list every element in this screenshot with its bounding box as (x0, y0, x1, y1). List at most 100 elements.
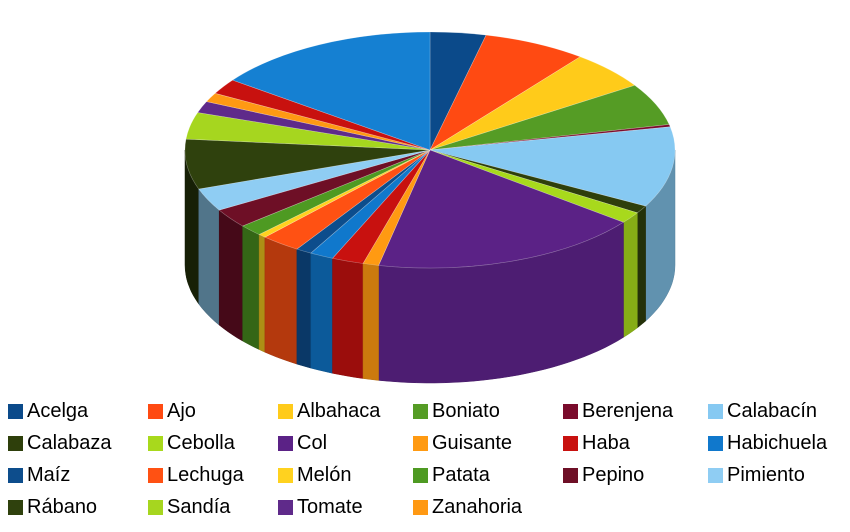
legend-label: Melón (297, 463, 352, 486)
legend-item: Cebolla (148, 428, 235, 458)
legend-item: Berenjena (563, 396, 673, 426)
legend-swatch (278, 403, 293, 419)
legend-label: Zanahoria (432, 495, 523, 518)
pie-side-maiz-12 (296, 248, 312, 369)
legend-item: Habichuela (708, 428, 827, 458)
pie-slice-acelga-0 (429, 31, 487, 151)
legend-item: Ajo (148, 396, 196, 426)
legend-label: Sandía (167, 495, 231, 518)
legend-item: Pepino (563, 460, 644, 490)
legend-label: Habichuela (727, 431, 828, 454)
legend-item: Albahaca (278, 396, 380, 426)
legend-item: Acelga (8, 396, 88, 426)
legend-label: Col (297, 431, 328, 454)
legend-label: Guisante (432, 431, 513, 454)
legend-swatch (708, 403, 723, 419)
legend-label: Patata (432, 463, 490, 486)
legend-item: Pimiento (708, 460, 805, 490)
legend-label: Boniato (432, 399, 500, 422)
legend-label: Berenjena (582, 399, 674, 422)
legend-label: Tomate (297, 495, 363, 518)
pie-slice-habichuela-23 (231, 31, 431, 151)
legend-label: Ajo (167, 399, 196, 422)
legend-swatch (278, 467, 293, 483)
pie-slice-melon-14 (258, 149, 431, 238)
legend-label: Acelga (27, 399, 89, 422)
pie-chart (184, 31, 676, 384)
pie-slice-zanahoria-21 (205, 92, 431, 151)
pie-side-patata-15 (242, 225, 260, 350)
legend-item: Lechuga (148, 460, 244, 490)
pie-slice-boniato-3 (429, 84, 670, 151)
pie-slice-col-8 (378, 149, 625, 269)
pie-slice-haba-10 (331, 149, 431, 264)
pie-top (184, 31, 676, 269)
pie-side-haba-10 (332, 257, 364, 379)
legend-item: Boniato (413, 396, 500, 426)
legend-swatch (8, 499, 23, 515)
pie-side-lechuga-13 (264, 236, 298, 365)
legend-item: Col (278, 428, 327, 458)
pie-slice-calabaza-6 (429, 149, 647, 214)
legend-label: Pepino (582, 463, 645, 486)
legend-swatch (413, 499, 428, 515)
legend-swatch (148, 499, 163, 515)
legend-item: Melón (278, 460, 351, 490)
legend-swatch (563, 403, 578, 419)
pie-slice-berenjena-4 (429, 124, 671, 151)
pie-slice-ajo-1 (429, 34, 581, 151)
legend-item: Tomate (278, 492, 363, 522)
legend-item: Maíz (8, 460, 70, 490)
legend-item: Calabacín (708, 396, 817, 426)
legend-item: Patata (413, 460, 490, 490)
legend-item: Sandía (148, 492, 230, 522)
legend-label: Pimiento (727, 463, 805, 486)
pie-side-cebolla-7 (623, 212, 638, 338)
legend-swatch (278, 499, 293, 515)
pie-slice-pimiento-17 (198, 149, 431, 211)
legend-swatch (708, 435, 723, 451)
pie-slice-calabacin-5 (429, 126, 676, 207)
legend-swatch (8, 403, 23, 419)
legend-item: Calabaza (8, 428, 112, 458)
legend-item: Rábano (8, 492, 97, 522)
pie-side-habichuela-11 (310, 252, 333, 374)
pie-slice-sandia-19 (185, 112, 431, 151)
pie-slice-patata-15 (241, 149, 431, 235)
pie-side-pimiento-17 (198, 188, 220, 326)
legend-swatch (413, 435, 428, 451)
legend-label: Calabacín (727, 399, 818, 422)
legend-item: Zanahoria (413, 492, 522, 522)
pie-slice-tomate-20 (197, 101, 431, 151)
pie-slice-rabano-18 (184, 138, 431, 190)
pie-slice-habichuela-11 (310, 149, 431, 259)
legend-swatch (8, 467, 23, 483)
legend-swatch (563, 467, 578, 483)
legend-label: Haba (582, 431, 630, 454)
pie-slice-pepino-16 (218, 149, 431, 227)
legend-swatch (278, 435, 293, 451)
legend-label: Rábano (27, 495, 98, 518)
legend-swatch (563, 435, 578, 451)
legend-label: Calabaza (27, 431, 112, 454)
pie-slice-albahaca-2 (429, 56, 636, 151)
pie-slice-maiz-12 (296, 149, 431, 254)
pie-side-guisante-9 (362, 263, 379, 381)
legend-label: Albahaca (297, 399, 381, 422)
legend-label: Maíz (27, 463, 71, 486)
pie-side-calabaza-6 (637, 205, 646, 329)
legend-label: Cebolla (167, 431, 235, 454)
pie-slice-haba-22 (214, 79, 431, 151)
legend-label: Lechuga (167, 463, 244, 486)
legend-item: Haba (563, 428, 630, 458)
legend-swatch (148, 467, 163, 483)
pie-slice-guisante-9 (362, 149, 431, 266)
pie-slice-cebolla-7 (429, 149, 639, 223)
pie-side-pepino-16 (218, 209, 243, 342)
legend-swatch (708, 467, 723, 483)
pie-slice-lechuga-13 (264, 149, 431, 250)
legend-swatch (148, 403, 163, 419)
pie-side-melon-14 (258, 234, 266, 353)
legend-swatch (413, 403, 428, 419)
legend-swatch (148, 435, 163, 451)
